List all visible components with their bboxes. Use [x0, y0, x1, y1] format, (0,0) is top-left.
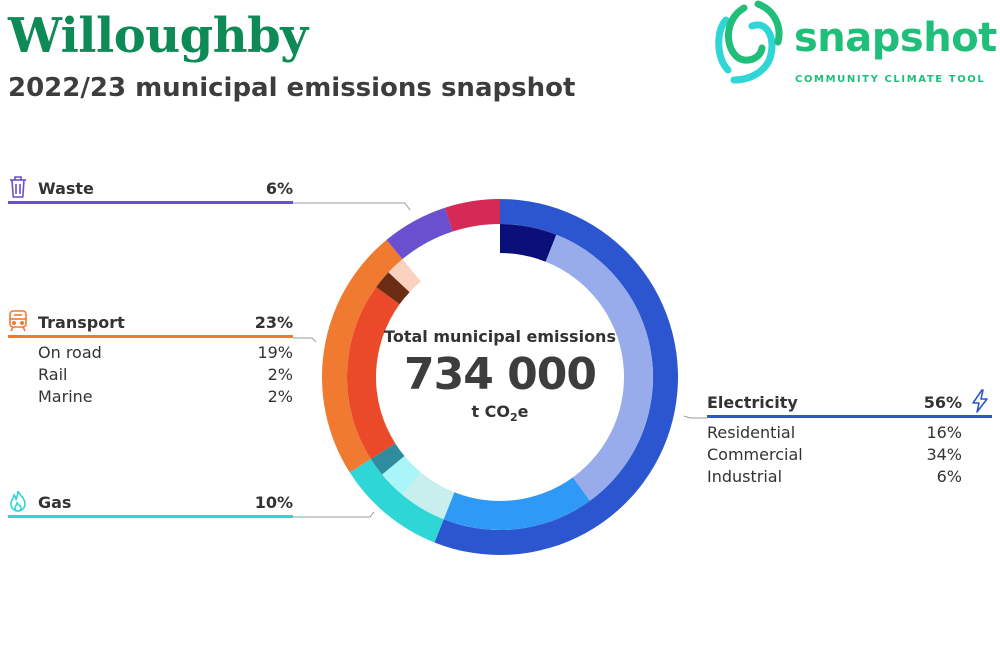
snapshot-logo-icon: [715, 0, 783, 84]
breakdown-label: Marine: [38, 387, 93, 406]
total-value: 734 000: [403, 349, 597, 400]
flame-icon: [8, 489, 30, 513]
breakdown-label: On road: [38, 343, 102, 362]
total-label: Total municipal emissions: [384, 327, 616, 346]
breakdown-row: On road 19%: [38, 342, 293, 364]
train-icon: [8, 309, 30, 333]
logo-wordmark: snapshot: [794, 15, 997, 61]
inner-slice-commercial: [545, 234, 653, 501]
donut-center: Total municipal emissions 734 000 t CO2e: [370, 326, 630, 428]
inner-slice-gas-3: [370, 443, 405, 475]
breakdown-label: Rail: [38, 365, 68, 384]
outer-slice-waste: [386, 207, 453, 260]
trash-bin-icon: [8, 175, 30, 199]
breakdown-row: Rail 2%: [38, 364, 293, 386]
snapshot-logo[interactable]: snapshot COMMUNITY CLIMATE TOOL: [712, 0, 1000, 92]
leader-line: [293, 337, 317, 343]
breakdown-percent: 16%: [926, 423, 962, 442]
outer-slice-transport: [322, 239, 403, 473]
breakdown-label: Residential: [707, 423, 796, 442]
leader-line: [293, 202, 411, 211]
inner-slice-industrial: [500, 224, 557, 262]
breakdown-percent: 34%: [926, 445, 962, 464]
lightning-bolt-icon: [970, 389, 992, 413]
gas-block[interactable]: Gas 10%: [8, 490, 293, 518]
breakdown-row: Marine 2%: [38, 386, 293, 408]
inner-slice-marine: [388, 259, 421, 293]
gas-percent: 10%: [254, 493, 293, 512]
outer-slice-gas: [349, 458, 444, 543]
outer-ring: [322, 199, 678, 555]
unit-subscript: 2: [510, 411, 518, 425]
outer-slice-other: [444, 199, 500, 232]
unit-suffix: e: [517, 402, 529, 421]
electricity-breakdown: Residential 16% Commercial 34% Industrial 6…: [707, 422, 992, 488]
breakdown-row: Industrial 6%: [707, 466, 962, 488]
breakdown-row: Residential 16%: [707, 422, 962, 444]
inner-slice-on-road: [347, 287, 400, 459]
page-title: Willoughby: [8, 8, 308, 64]
unit-prefix: t CO: [471, 402, 511, 421]
total-unit: t CO2e: [370, 402, 630, 428]
breakdown-row: Commercial 34%: [707, 444, 962, 466]
transport-block[interactable]: Transport 23% On road 19% Rail 2% Marine 2%: [8, 310, 293, 408]
breakdown-label: Commercial: [707, 445, 803, 464]
breakdown-percent: 2%: [267, 365, 293, 384]
leader-lines: [293, 202, 707, 518]
waste-header: Waste 6%: [8, 176, 293, 204]
inner-slice-gas-1: [402, 472, 455, 520]
waste-percent: 6%: [265, 179, 293, 198]
electricity-block[interactable]: Electricity 56% Residential 16% Commercia…: [707, 389, 992, 488]
electricity-percent: 56%: [923, 393, 962, 412]
page-subtitle: 2022/23 municipal emissions snapshot: [8, 73, 576, 103]
inner-ring: [347, 224, 653, 530]
breakdown-percent: 6%: [936, 467, 962, 486]
inner-slice-gas-2: [382, 456, 421, 495]
transport-percent: 23%: [254, 313, 293, 332]
logo-tagline: COMMUNITY CLIMATE TOOL: [795, 74, 986, 85]
breakdown-percent: 2%: [267, 387, 293, 406]
electricity-label: Electricity: [707, 393, 798, 412]
waste-label: Waste: [38, 179, 94, 198]
breakdown-percent: 19%: [257, 343, 293, 362]
transport-breakdown: On road 19% Rail 2% Marine 2%: [8, 342, 293, 408]
inner-slice-rail: [376, 272, 410, 305]
breakdown-label: Industrial: [707, 467, 783, 486]
gas-label: Gas: [38, 493, 72, 512]
leader-line: [683, 415, 707, 419]
inner-slice-residential: [443, 477, 590, 530]
leader-line: [293, 511, 375, 518]
waste-block[interactable]: Waste 6%: [8, 176, 293, 204]
electricity-header: Electricity 56%: [707, 389, 992, 418]
gas-header: Gas 10%: [8, 490, 293, 518]
transport-header: Transport 23%: [8, 310, 293, 338]
transport-label: Transport: [38, 313, 125, 332]
